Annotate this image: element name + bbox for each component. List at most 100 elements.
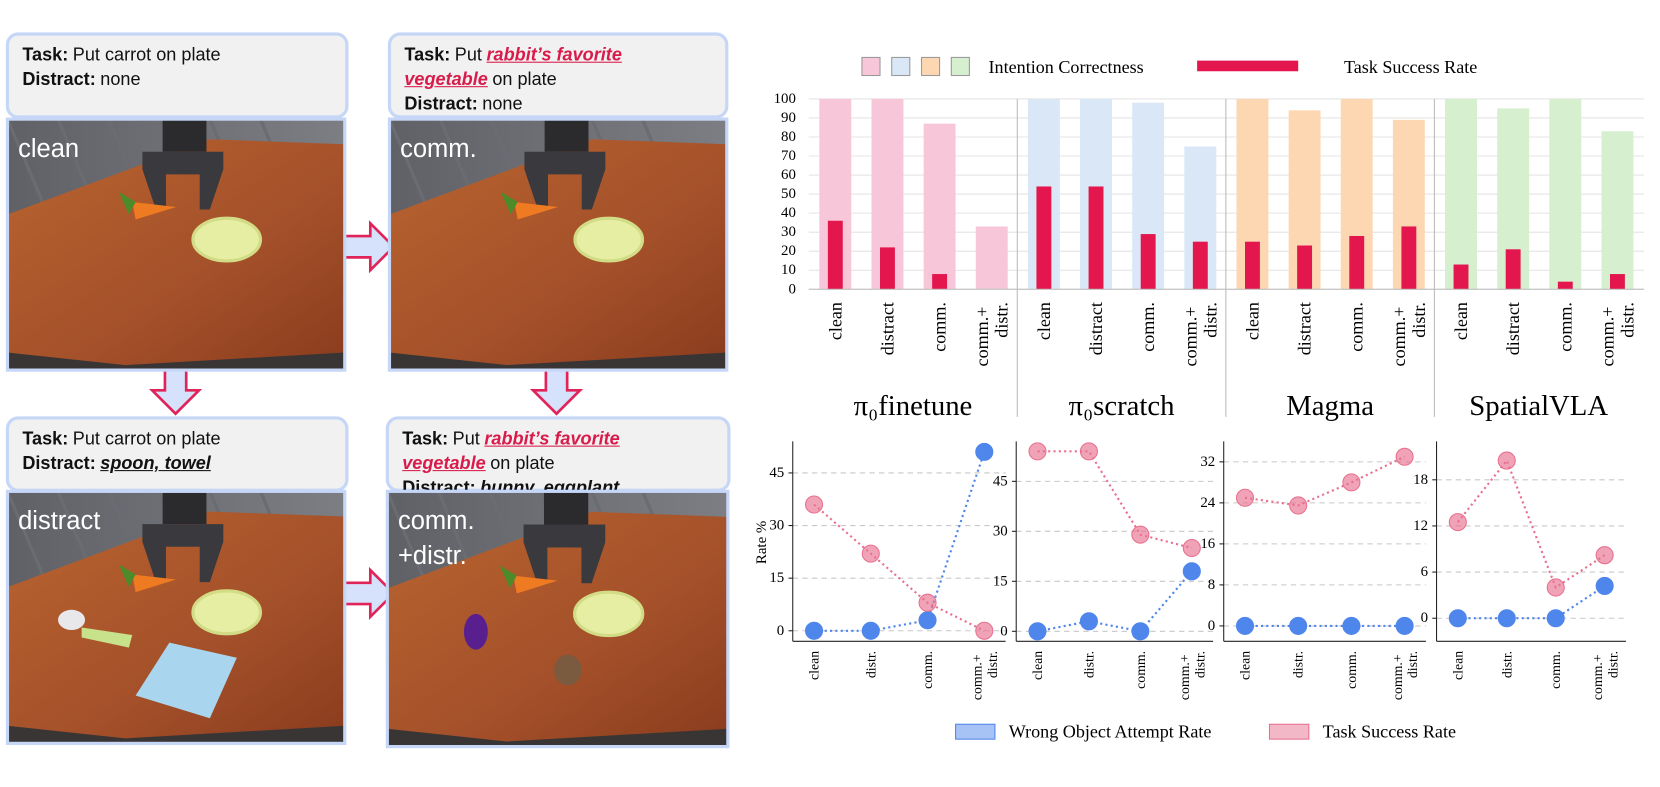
- robot-arm: [543, 491, 589, 525]
- carrot: [132, 574, 177, 593]
- distract-line: Distract: bunny, eggplant: [402, 475, 714, 491]
- bar: [1036, 186, 1052, 290]
- y-tick-label: 0: [1421, 610, 1428, 626]
- bar: [923, 123, 956, 290]
- line: [1037, 570, 1193, 633]
- carrot-leaves: [118, 191, 136, 215]
- y-tick-label: 50: [781, 186, 796, 202]
- y-tick-label: 32: [1200, 454, 1215, 470]
- bar: [1609, 274, 1625, 290]
- task-line: Task: Put carrot on plate: [22, 43, 332, 67]
- arrow-right: [341, 566, 396, 621]
- legend-label: Wrong Object Attempt Rate: [1009, 722, 1212, 742]
- x-tick-label: comm.: [1347, 302, 1367, 352]
- y-tick-label: 30: [781, 224, 796, 240]
- arrow-down: [529, 365, 584, 416]
- distract-label: Distract:: [402, 477, 476, 491]
- plate: [573, 216, 645, 263]
- marker: [1497, 451, 1516, 470]
- x-tick-label: comm.+ distr.: [1180, 302, 1220, 366]
- panel: Task: Put rabbit’s favorite vegetable on pl…: [385, 416, 731, 749]
- y-axis-label: Rate %: [754, 521, 770, 564]
- panel: Task: Put rabbit’s favorite vegetable on pl…: [387, 32, 729, 372]
- legend-label: Task Success Rate: [1323, 722, 1456, 742]
- x-tick-label: distr.: [1291, 651, 1306, 678]
- table: [389, 139, 727, 366]
- legend-swatch: [920, 56, 941, 77]
- carrot-leaves: [118, 564, 136, 588]
- header-text: Task: Put carrot on plate Distract: none: [7, 34, 346, 100]
- carrot: [514, 201, 559, 220]
- marker: [1595, 546, 1614, 565]
- distract-line: Distract: spoon, towel: [22, 451, 332, 475]
- task-label: Task:: [402, 428, 449, 449]
- spoon: [58, 609, 86, 630]
- line: [1037, 450, 1193, 550]
- line: [1456, 458, 1606, 590]
- task-segment: Put: [454, 44, 482, 65]
- table: [7, 511, 345, 739]
- y-tick-label: 45: [993, 473, 1008, 489]
- marker: [975, 621, 994, 640]
- image-border: [385, 489, 730, 749]
- x-tick-label: comm.+ distr.: [1177, 651, 1207, 700]
- header-text: Task: Put rabbit’s favorite vegetable on pl…: [387, 418, 729, 491]
- scene: [7, 119, 345, 371]
- plate: [191, 216, 263, 263]
- x-tick-label: distract: [1086, 302, 1106, 355]
- y-tick-label: 6: [1421, 564, 1428, 580]
- y-tick-label: 40: [781, 205, 796, 221]
- x-tick-label: comm.: [920, 651, 935, 689]
- y-tick-label: 15: [993, 573, 1008, 589]
- marker: [1028, 622, 1047, 641]
- marker: [1448, 609, 1467, 628]
- marker: [804, 621, 824, 640]
- x-tick-label: clean: [1242, 302, 1262, 340]
- marker: [1079, 442, 1098, 461]
- marker: [861, 544, 880, 563]
- x-tick-label: clean: [1237, 651, 1252, 680]
- distract-value: spoon, towel: [100, 453, 211, 474]
- bar: [1445, 98, 1477, 290]
- x-tick-label: comm.+ distr.: [1390, 651, 1420, 700]
- scene: [7, 491, 345, 744]
- marker: [1028, 442, 1047, 461]
- legend-swatch: [950, 56, 970, 77]
- y-tick-label: 0: [789, 281, 796, 297]
- table: [7, 139, 345, 366]
- x-tick-label: clean: [1034, 302, 1054, 340]
- bar: [1601, 131, 1634, 290]
- y-tick-label: 20: [781, 243, 796, 259]
- marker: [861, 621, 880, 640]
- x-tick-label: comm.+ distr.: [972, 302, 1012, 366]
- group-label: π₀scratch: [1069, 390, 1175, 422]
- marker: [1131, 525, 1150, 544]
- carrot: [132, 201, 177, 220]
- y-tick-label: 70: [781, 148, 796, 164]
- line: [814, 451, 986, 632]
- bar: [1549, 98, 1582, 290]
- task-segment: Put: [452, 428, 480, 449]
- line: [1244, 455, 1406, 507]
- task-line: Task: Put rabbit’s favorite vegetable on pl…: [402, 426, 714, 475]
- marker: [1235, 488, 1255, 507]
- y-tick-label: 30: [993, 523, 1008, 539]
- x-tick-label: comm.+ distr.: [969, 651, 999, 700]
- x-tick-label: distract: [877, 302, 897, 355]
- plate: [191, 589, 263, 636]
- task-line: Task: Put rabbit’s favorite vegetable on pl…: [404, 43, 712, 92]
- legend-label: Task Success Rate: [1344, 57, 1477, 77]
- distract-value: bunny, eggplant: [480, 477, 620, 491]
- y-tick-label: 15: [769, 570, 784, 586]
- x-tick-label: distr.: [1499, 651, 1514, 678]
- scene: [389, 119, 727, 371]
- marker: [1182, 538, 1201, 558]
- distract-value: none: [482, 93, 523, 114]
- image-border: [387, 117, 729, 372]
- distract-line: Distract: none: [404, 91, 712, 115]
- y-tick-label: 100: [774, 91, 796, 107]
- marker: [1546, 578, 1565, 597]
- header-box: [5, 32, 349, 119]
